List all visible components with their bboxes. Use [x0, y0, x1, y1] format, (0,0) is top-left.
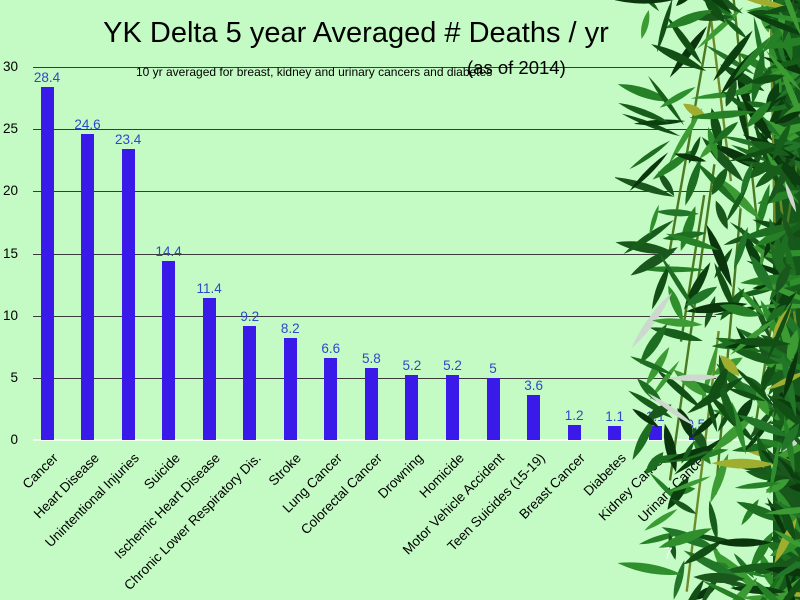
- bar: [121, 149, 135, 440]
- y-axis-label: 5: [10, 369, 18, 385]
- bar: [527, 395, 541, 440]
- bar-value-label: 23.4: [114, 132, 142, 148]
- bar: [324, 357, 338, 440]
- y-axis-label: 25: [2, 121, 18, 137]
- bar-value-label: 1.2: [564, 408, 584, 424]
- bar-value-label: 5: [489, 360, 497, 376]
- bar: [243, 325, 257, 440]
- y-axis-label: 30: [2, 59, 18, 74]
- chart-subtitle: (as of 2014): [467, 57, 566, 78]
- bamboo-plant-image: [615, 0, 800, 600]
- bar: [202, 298, 216, 440]
- bar: [364, 367, 378, 440]
- bar-value-label: 5.2: [443, 358, 462, 374]
- y-axis-label: 10: [2, 307, 18, 323]
- bar: [567, 425, 581, 440]
- bar: [283, 338, 297, 440]
- x-axis-baseline: [33, 439, 745, 441]
- bar-value-label: 14.4: [155, 244, 182, 259]
- bar-value-label: 24.6: [74, 117, 101, 133]
- bar-value-label: 9.2: [240, 308, 260, 324]
- y-axis-label: 0: [10, 432, 18, 447]
- bar: [81, 134, 94, 440]
- gridline: [33, 129, 716, 131]
- chart-annotation: 10 yr averaged for breast, kidney and ur…: [136, 65, 493, 79]
- bar: [405, 375, 419, 440]
- page-title: YK Delta 5 year Averaged # Deaths / yr: [103, 17, 609, 49]
- gridline: [33, 253, 716, 255]
- gridline: [33, 315, 716, 317]
- page-number: 7: [663, 544, 673, 563]
- y-axis-label: 20: [2, 183, 18, 199]
- bar-value-label: 6.6: [321, 340, 341, 356]
- bar-value-label: 8.2: [280, 321, 300, 336]
- bar-value-label: 1.1: [605, 409, 625, 425]
- bar: [40, 86, 54, 440]
- bar: [648, 426, 662, 440]
- bar: [608, 426, 622, 440]
- y-axis-label: 15: [2, 245, 18, 261]
- bar-value-label: 5.8: [362, 350, 381, 366]
- bar-value-label: 5.2: [402, 358, 422, 374]
- bar: [446, 375, 459, 440]
- bar-value-label: 11.4: [196, 281, 222, 297]
- bar: [162, 261, 176, 440]
- bar-value-label: 3.6: [524, 378, 543, 394]
- bar-value-label: 28.4: [33, 69, 61, 85]
- gridline: [33, 67, 716, 68]
- bar: [486, 377, 500, 440]
- gridline: [33, 191, 716, 193]
